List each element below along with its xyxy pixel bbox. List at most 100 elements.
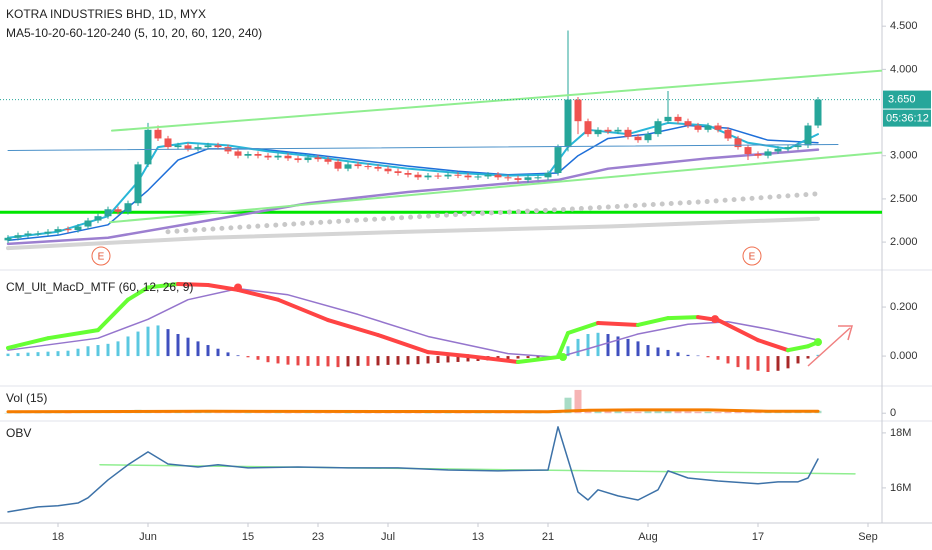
macd-line: [146, 282, 180, 290]
trend-line: [7, 144, 839, 152]
histogram-bar: [46, 351, 50, 357]
macd-line: [556, 331, 570, 360]
x-tick-label: 17: [752, 531, 764, 543]
candle-body: [684, 121, 692, 126]
candle-body: [154, 129, 162, 139]
candle-body: [124, 203, 132, 212]
histogram-bar: [356, 356, 360, 366]
indicator-title: Vol (15): [6, 391, 47, 405]
volume-bar: [274, 412, 282, 414]
histogram-bar: [606, 334, 610, 357]
macd-line: [426, 350, 470, 359]
candle-body: [544, 173, 552, 178]
histogram-bar: [266, 356, 270, 363]
candle-body: [204, 145, 212, 148]
volume-bar: [664, 410, 672, 414]
histogram-bar: [616, 336, 620, 357]
histogram-bar: [56, 351, 60, 357]
volume-bar: [374, 412, 382, 414]
volume-bar: [744, 412, 752, 414]
earnings-label: E: [98, 252, 105, 263]
candle-body: [494, 174, 502, 178]
candle-body: [734, 138, 742, 148]
candle-body: [354, 164, 362, 167]
histogram-bar: [516, 356, 520, 359]
candle-body: [414, 174, 422, 178]
volume-bar: [734, 411, 742, 414]
histogram-bar: [96, 345, 100, 357]
x-tick-label: 18: [52, 531, 64, 543]
candle-body: [584, 121, 592, 135]
y-tick-label: 16M: [890, 482, 911, 494]
histogram-bar: [596, 332, 600, 357]
earnings-marker: [91, 246, 111, 266]
histogram-bar: [446, 356, 450, 363]
histogram-bar: [196, 341, 200, 357]
histogram-bar: [736, 356, 740, 368]
macd-line: [46, 328, 100, 341]
obv-line: [7, 426, 819, 513]
volume-bar: [334, 412, 342, 414]
volume-bar: [594, 410, 602, 414]
candle-body: [694, 125, 702, 130]
histogram-bar: [206, 345, 210, 357]
candle-body: [44, 231, 52, 234]
drawn-arrow: [807, 325, 853, 367]
histogram-bar: [226, 352, 230, 357]
candle-body: [84, 220, 92, 227]
histogram-bar: [646, 345, 650, 357]
volume-bar: [494, 412, 502, 414]
candle-body: [554, 147, 562, 173]
candle-body: [534, 177, 542, 179]
histogram-bar: [406, 356, 410, 365]
volume-bar: [474, 412, 482, 414]
histogram-bar: [526, 356, 530, 359]
histogram-bar: [716, 356, 720, 360]
histogram-bar: [126, 336, 130, 357]
candle-body: [164, 138, 172, 148]
macd-line: [7, 287, 819, 359]
earnings-label: E: [749, 252, 756, 263]
volume-bar: [464, 412, 472, 414]
histogram-bar: [316, 356, 320, 366]
volume-bar: [644, 411, 652, 414]
candle-body: [574, 99, 582, 122]
histogram-bar: [136, 331, 140, 357]
macd-line: [596, 320, 640, 327]
histogram-bar: [106, 343, 110, 357]
volume-bar: [614, 411, 622, 414]
candle-body: [74, 226, 82, 230]
volume-bar: [264, 412, 272, 414]
volume-bar: [314, 412, 322, 414]
histogram-bar: [366, 356, 370, 366]
histogram-bar: [236, 355, 240, 357]
histogram-bar: [636, 341, 640, 357]
volume-bar: [424, 412, 432, 414]
histogram-bar: [566, 346, 570, 357]
y-tick-label: 18M: [890, 427, 911, 439]
indicator-title: OBV: [6, 426, 31, 440]
volume-bar: [624, 411, 632, 414]
histogram-bar: [816, 354, 820, 357]
volume-bar: [294, 412, 302, 414]
x-tick-label: 13: [472, 531, 484, 543]
x-tick-label: Jun: [139, 531, 157, 543]
macd-line: [236, 287, 280, 302]
histogram-bar: [306, 356, 310, 366]
candle-body: [464, 175, 472, 178]
histogram-bar: [766, 356, 770, 373]
cross-marker: [711, 315, 719, 324]
histogram-bar: [626, 338, 630, 357]
volume-bar: [214, 412, 222, 414]
histogram-bar: [216, 348, 220, 357]
volume-bar: [284, 412, 292, 414]
y-tick-label: 0: [890, 407, 896, 419]
histogram-bar: [666, 349, 670, 357]
macd-line: [326, 318, 380, 337]
volume-bar: [714, 412, 722, 414]
histogram-bar: [426, 356, 430, 364]
macd-line: [566, 320, 600, 336]
candle-body: [174, 145, 182, 148]
histogram-bar: [686, 354, 690, 357]
